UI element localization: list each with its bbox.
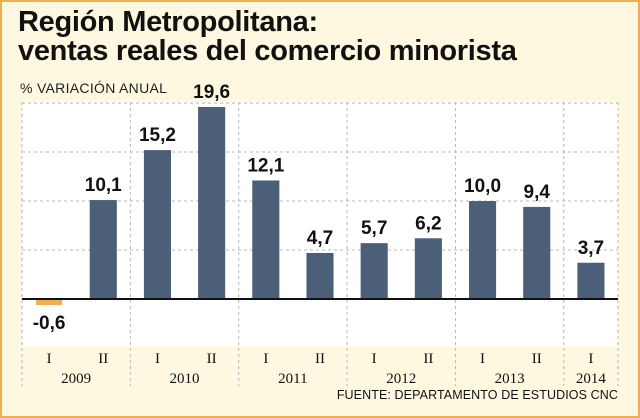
bar-value-label: -0,6 [33, 313, 66, 334]
x-tick-label: I [263, 351, 268, 367]
bar-value-label: 4,7 [307, 228, 333, 249]
year-label: 2010 [170, 371, 200, 387]
x-tick-label: I [155, 351, 160, 367]
bar [469, 201, 497, 299]
title-line-2: ventas reales del comercio minorista [18, 35, 517, 67]
bar [577, 262, 605, 299]
year-label: 2012 [386, 371, 416, 387]
bar-value-label: 3,7 [578, 238, 604, 259]
chart-title: Región Metropolitana: ventas reales del … [18, 8, 517, 66]
bar [198, 107, 226, 299]
bar [252, 180, 280, 299]
x-tick-label: I [47, 351, 52, 367]
bar-value-label: 9,4 [524, 182, 551, 203]
bar-value-label: 6,2 [415, 213, 441, 234]
year-label: 2009 [61, 371, 91, 387]
plot-area [22, 102, 618, 346]
title-line-1: Región Metropolitana: [18, 6, 318, 38]
bar [143, 150, 171, 299]
source-note: FUENTE: DEPARTAMENTO DE ESTUDIOS CNC [336, 388, 618, 402]
bar [36, 300, 63, 305]
x-tick-label: II [98, 351, 108, 367]
bar [523, 206, 551, 299]
bar-value-label: 12,1 [247, 155, 284, 176]
x-tick-label: I [588, 351, 593, 367]
year-label: 2014 [576, 371, 607, 387]
bar-value-label: 15,2 [139, 125, 176, 146]
x-tick-label: I [372, 351, 377, 367]
x-tick-label: II [423, 351, 433, 367]
year-label: 2013 [495, 371, 525, 387]
year-label: 2011 [278, 371, 307, 387]
bar [360, 243, 388, 299]
y-axis-label: % VARIACIÓN ANUAL [20, 80, 168, 96]
bar-value-label: 19,6 [193, 82, 230, 103]
bar [306, 252, 334, 299]
x-tick-label: II [532, 351, 542, 367]
x-tick-label: I [480, 351, 485, 367]
bar-value-label: 10,0 [464, 176, 501, 197]
x-tick-label: II [207, 351, 217, 367]
bar [89, 200, 117, 299]
bar-value-label: 10,1 [85, 175, 122, 196]
x-tick-label: II [315, 351, 325, 367]
bar-value-label: 5,7 [361, 218, 387, 239]
bar [414, 238, 442, 299]
